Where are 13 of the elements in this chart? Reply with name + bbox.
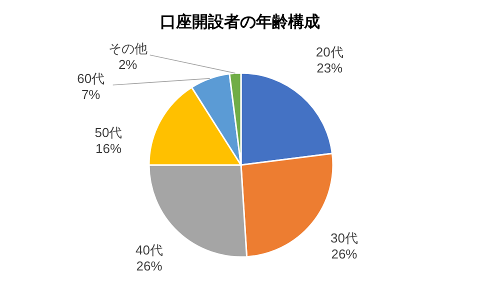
slice-label: 40代 — [136, 242, 164, 258]
chart-title: 口座開設者の年齢構成 — [160, 12, 320, 31]
slice-label: その他 — [108, 41, 148, 56]
data-label: 23% — [316, 60, 344, 76]
data-label: 2% — [118, 57, 138, 72]
slice-label: 60代 — [77, 71, 105, 86]
data-label: 16% — [96, 140, 122, 156]
data-label: 26% — [331, 246, 358, 262]
slice-label: 30代 — [330, 230, 358, 246]
slice-label: 50代 — [94, 124, 122, 140]
data-label: 26% — [136, 258, 163, 274]
slice-label: 20代 — [316, 44, 344, 60]
data-label: 7% — [81, 87, 101, 102]
